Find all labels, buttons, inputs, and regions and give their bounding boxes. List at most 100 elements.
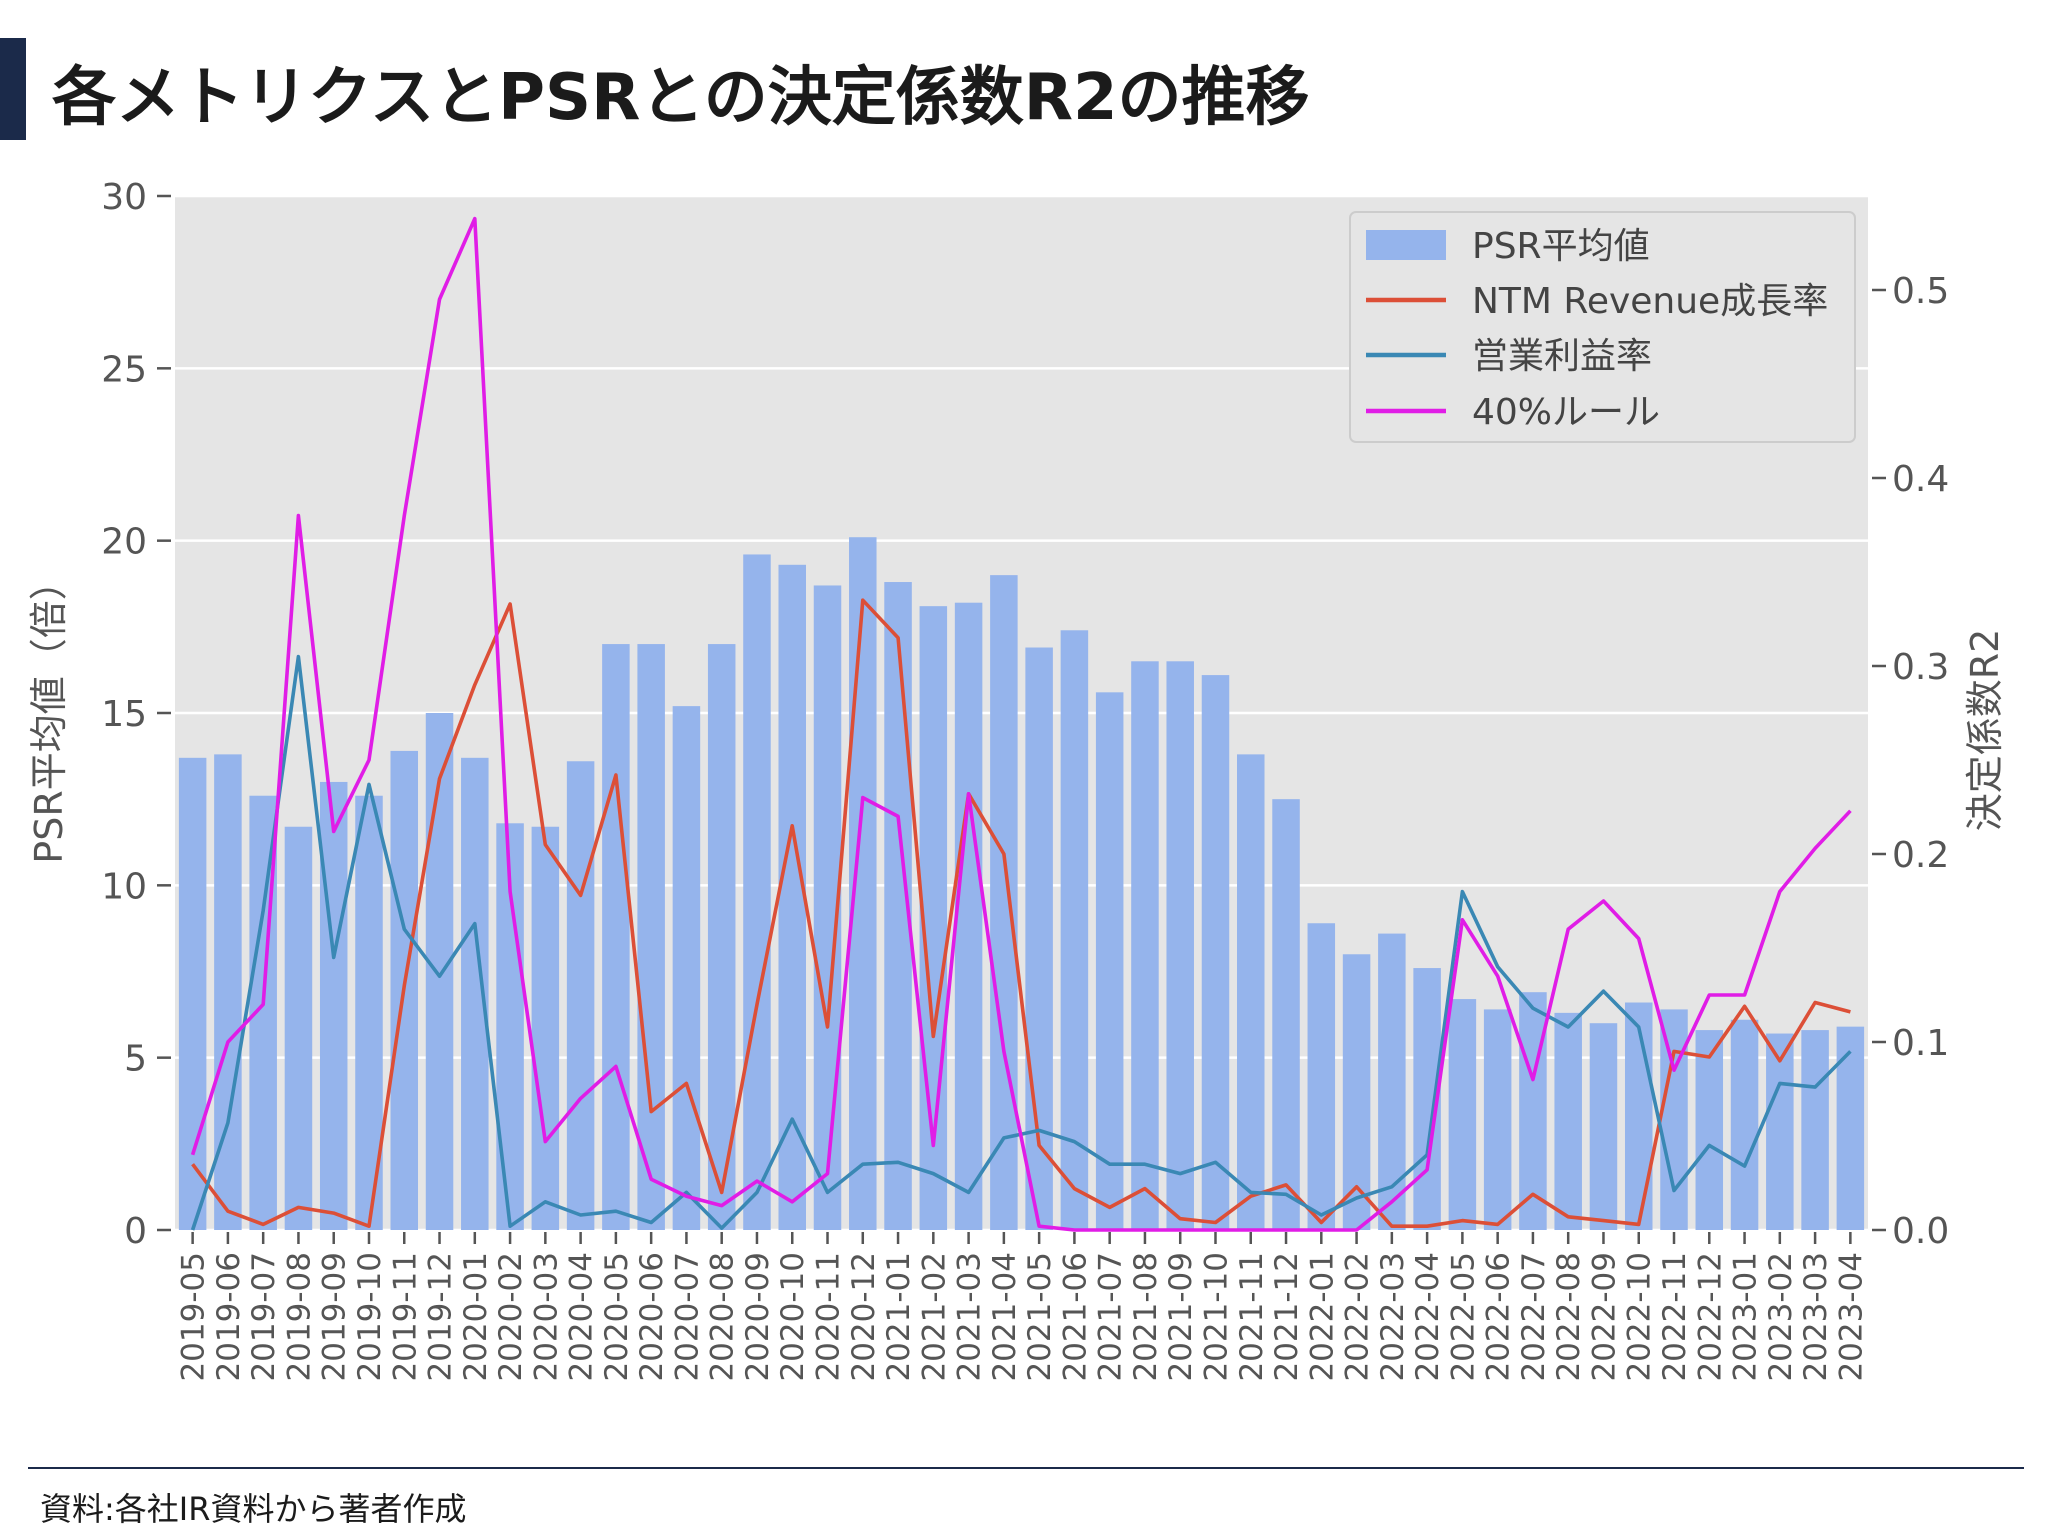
psr-bar (566, 761, 595, 1230)
psr-bar (1272, 799, 1300, 1230)
psr-bar (1448, 999, 1477, 1230)
right-tick-label: 0.5 (1892, 271, 1949, 312)
psr-bar (1660, 1009, 1688, 1230)
psr-bar (990, 575, 1018, 1230)
ntm-revenue-line (191, 598, 1851, 1228)
x-tick-label: 2020-04 (564, 1252, 600, 1382)
psr-bar (1801, 1030, 1829, 1230)
x-tick-label: 2022-09 (1586, 1252, 1622, 1382)
psr-bar (707, 644, 736, 1230)
x-tick-label: 2022-12 (1692, 1252, 1728, 1382)
psr-bar (1483, 1009, 1512, 1230)
x-tick-label: 2023-02 (1763, 1252, 1799, 1382)
x-tick-label: 2021-09 (1163, 1252, 1199, 1382)
x-tick-label: 2020-01 (458, 1252, 494, 1382)
rule-of-40-line (190, 216, 1852, 1232)
x-tick-label: 2020-11 (811, 1252, 847, 1382)
psr-bar (954, 602, 983, 1230)
x-tick-label: 2023-03 (1798, 1252, 1834, 1382)
x-tick-label: 2019-12 (423, 1252, 459, 1382)
footer-divider (28, 1467, 2024, 1469)
left-tick-label: 30 (101, 177, 147, 218)
x-tick-label: 2020-08 (705, 1252, 741, 1382)
psr-bar (672, 706, 701, 1230)
x-tick-label: 2022-06 (1481, 1252, 1517, 1382)
x-tick-label: 2021-07 (1093, 1252, 1129, 1382)
x-tick-label: 2022-10 (1622, 1252, 1658, 1382)
legend-swatch-psr (1366, 230, 1446, 260)
x-tick-label: 2020-12 (846, 1252, 882, 1382)
bar-layer (178, 537, 1865, 1230)
legend-label-psr: PSR平均値 (1472, 226, 1650, 267)
psr-bar (778, 564, 806, 1230)
x-tick-label: 2021-08 (1128, 1252, 1164, 1382)
x-tick-label: 2020-03 (528, 1252, 564, 1382)
x-tick-label: 2022-07 (1516, 1252, 1552, 1382)
left-tick-label: 25 (101, 349, 147, 390)
x-tick-label: 2022-04 (1410, 1252, 1446, 1382)
x-tick-label: 2019-10 (352, 1252, 388, 1382)
left-tick-label: 10 (101, 866, 147, 907)
left-tick-label: 15 (101, 694, 147, 735)
x-tick-label: 2021-10 (1198, 1252, 1234, 1382)
right-tick-label: 0.2 (1892, 835, 1949, 876)
psr-bar (1519, 992, 1547, 1230)
psr-bar (1554, 1012, 1582, 1230)
x-tick-label: 2019-09 (317, 1252, 353, 1382)
left-axis-label: PSR平均値（倍） (27, 562, 71, 863)
title-accent-bar (0, 38, 26, 140)
right-tick-label: 0.1 (1892, 1023, 1949, 1064)
x-tick-label: 2023-01 (1728, 1252, 1764, 1382)
x-tick-label: 2021-12 (1269, 1252, 1305, 1382)
x-tick-label: 2023-04 (1833, 1252, 1869, 1382)
psr-bar (319, 781, 348, 1230)
psr-bar (602, 644, 630, 1230)
line-layer (190, 216, 1852, 1232)
psr-bar (637, 644, 665, 1230)
legend-label-ntm-revenue-line: NTM Revenue成長率 (1472, 281, 1828, 322)
psr-bar (425, 713, 454, 1230)
x-tick-label: 2022-11 (1657, 1252, 1693, 1382)
x-tick-label: 2019-05 (176, 1252, 212, 1382)
x-tick-label: 2020-06 (634, 1252, 670, 1382)
x-tick-label: 2019-11 (387, 1252, 423, 1382)
psr-bar (1307, 923, 1336, 1230)
psr-bar (1342, 954, 1371, 1230)
psr-bar (1131, 661, 1159, 1230)
x-tick-label: 2022-01 (1304, 1252, 1340, 1382)
x-tick-label: 2022-02 (1340, 1252, 1376, 1382)
x-tick-label: 2020-09 (740, 1252, 776, 1382)
x-tick-label: 2019-06 (211, 1252, 247, 1382)
x-tick-label: 2020-05 (599, 1252, 635, 1382)
left-tick-label: 20 (101, 522, 147, 563)
x-tick-label: 2022-03 (1375, 1252, 1411, 1382)
x-tick-label: 2021-06 (1057, 1252, 1093, 1382)
x-tick-label: 2020-07 (669, 1252, 705, 1382)
left-tick-label: 0 (124, 1211, 147, 1252)
psr-bar (1624, 1002, 1653, 1230)
psr-bar (1589, 1023, 1618, 1230)
psr-bar (214, 754, 242, 1230)
psr-bar (284, 826, 313, 1230)
right-tick-label: 0.3 (1892, 647, 1949, 688)
psr-bar (1060, 630, 1089, 1230)
psr-bar (1237, 754, 1265, 1230)
x-tick-label: 2021-05 (1022, 1252, 1058, 1382)
psr-bar (1201, 675, 1230, 1230)
x-tick-label: 2020-02 (493, 1252, 529, 1382)
psr-bar (1766, 1033, 1794, 1230)
page-title: 各メトリクスとPSRとの決定係数R2の推移 (52, 61, 1310, 135)
x-tick-label: 2021-04 (987, 1252, 1023, 1382)
x-tick-label: 2022-08 (1551, 1252, 1587, 1382)
psr-bar (1095, 692, 1124, 1230)
source-note: 資料:各社IR資料から著者作成 (40, 1490, 467, 1528)
psr-bar (178, 757, 207, 1230)
psr-bar (1166, 661, 1194, 1230)
psr-bar (1730, 1019, 1759, 1230)
psr-bar (743, 554, 771, 1230)
x-tick-label: 2022-05 (1445, 1252, 1481, 1382)
right-tick-label: 0.0 (1892, 1211, 1949, 1252)
legend-label-operating-margin-line: 営業利益率 (1472, 336, 1652, 377)
